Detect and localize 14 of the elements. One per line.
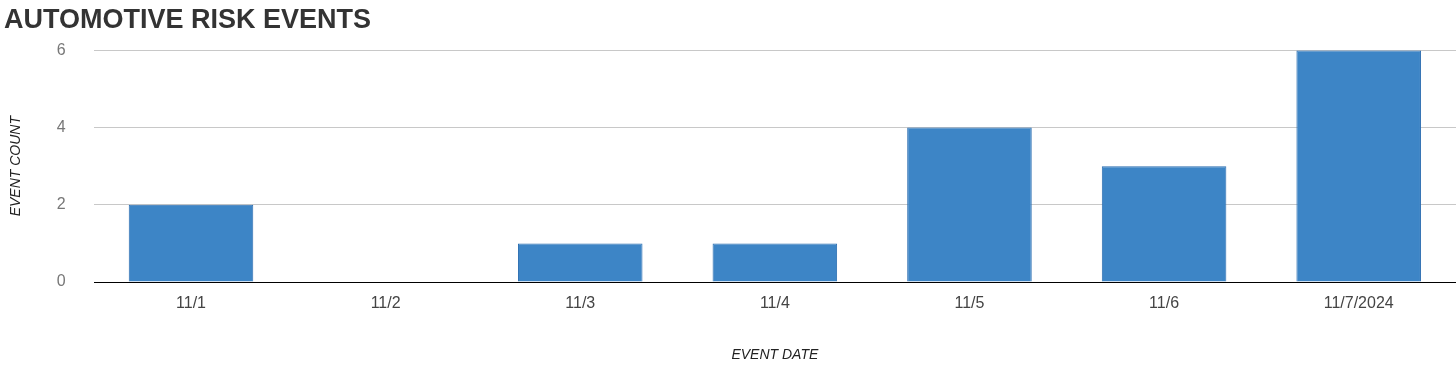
y-axis-title: EVENT COUNT: [7, 114, 24, 217]
y-tick-label: 4: [56, 118, 66, 136]
y-tick-label: 0: [56, 272, 66, 290]
x-tick-label: 11/1: [176, 294, 207, 312]
x-tick-label: 11/2: [370, 294, 401, 312]
x-tick-label: 11/3: [565, 294, 596, 312]
y-tick-label: 6: [56, 40, 66, 58]
x-tick-label: 11/5: [954, 294, 985, 312]
chart-title: AUTOMOTIVE RISK EVENTS: [4, 3, 372, 34]
x-tick-label: 11/6: [1149, 294, 1180, 312]
x-tick-label: 11/7/2024: [1323, 294, 1394, 312]
x-axis-title: EVENT DATE: [731, 346, 819, 363]
x-tick-label: 11/4: [759, 294, 790, 312]
y-tick-label: 2: [56, 195, 66, 213]
